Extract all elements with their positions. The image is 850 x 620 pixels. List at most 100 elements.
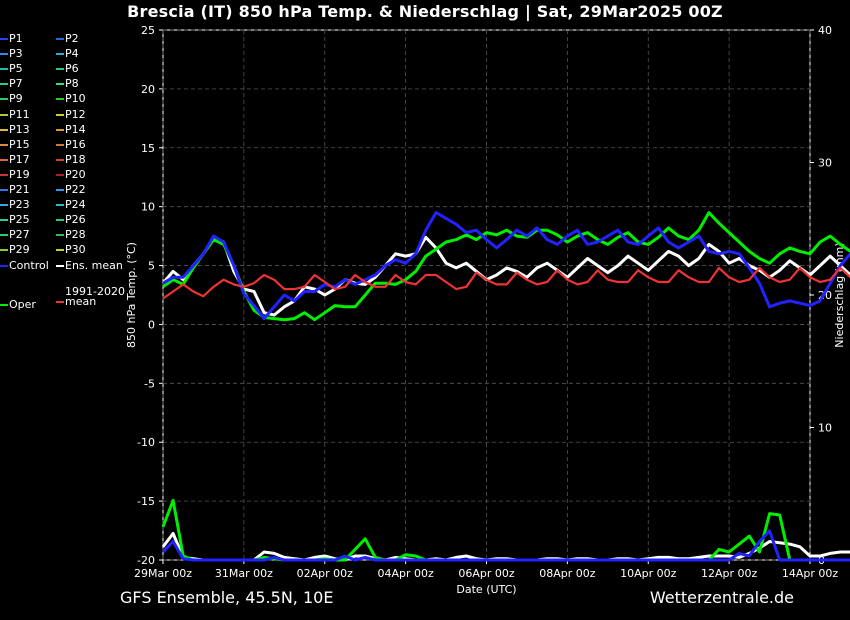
legend-label: P23 [9,198,30,212]
legend-swatch [0,249,8,252]
temp-line-1991-2020-mean [162,266,850,300]
legend-label: P6 [65,62,79,76]
legend-swatch [56,301,64,303]
legend-item: P18 [56,153,86,166]
legend-swatch [0,53,8,56]
y2-axis-label: Niederschlag (mm) [833,242,846,347]
legend-label: Oper [9,298,36,311]
legend-label: 1991-2020 mean [65,285,125,308]
y-tick-label: 0 [148,318,155,331]
legend-swatch [0,83,8,86]
legend-label: P14 [65,122,86,136]
legend-item: P6 [56,62,79,75]
legend-label: P18 [65,152,86,166]
legend-item: P28 [56,228,86,241]
y-tick-label: 5 [148,260,155,273]
x-tick-label: 08Apr 00z [539,567,596,580]
legend-item: P25 [0,213,30,226]
legend-swatch [0,128,8,131]
legend-item: Ens. mean [56,259,123,272]
chart-title: Brescia (IT) 850 hPa Temp. & Niederschla… [127,2,723,21]
legend-label: P20 [65,167,86,181]
legend-item: P26 [56,213,86,226]
legend-swatch [56,113,64,116]
legend-label: P13 [9,122,30,136]
y-tick-label: -20 [137,554,155,567]
legend-label: P11 [9,107,30,121]
y-tick-label: -5 [144,377,155,390]
y-tick-label: -15 [137,495,155,508]
legend-swatch [56,189,64,191]
legend-item: P7 [0,77,23,90]
legend-swatch [0,158,8,161]
x-tick-label: 14Apr 00z [782,567,839,580]
legend-label: P9 [9,92,23,106]
x-tick-label: 10Apr 00z [620,567,677,580]
legend-item: P29 [0,243,30,256]
legend-item: P2 [56,32,79,45]
legend-label: P28 [65,228,86,242]
legend-swatch [0,98,8,101]
legend-label: P17 [9,152,30,166]
legend-item: P14 [56,123,86,136]
legend-label: P25 [9,213,30,227]
legend-swatch [56,98,64,101]
legend-label: P19 [9,167,30,181]
legend-swatch [0,264,8,267]
temp-line-oper [162,211,850,322]
legend-item: P12 [56,108,86,121]
legend-label: Control [9,258,49,272]
legend-label: P27 [9,228,30,242]
legend-swatch [56,249,64,252]
legend-label: P30 [65,243,86,257]
precip-line-control [161,529,850,562]
x-tick-label: 06Apr 00z [458,567,515,580]
legend-item: P10 [56,92,86,105]
legend-item: P20 [56,168,86,181]
x-tick-label: 31Mar 00z [215,567,273,580]
legend-label: P4 [65,47,79,61]
legend-item: P5 [0,62,23,75]
legend-swatch [0,304,8,306]
legend-item: P4 [56,47,79,60]
legend-label: P10 [65,92,86,106]
legend-swatch [0,234,8,237]
x-axis-label: Date (UTC) [456,583,516,596]
legend-swatch [56,83,64,86]
temp-line-control [162,211,850,321]
legend-swatch [0,173,8,176]
legend-swatch [56,128,64,131]
legend-label: P3 [9,47,23,61]
legend-swatch [56,234,64,237]
legend-item: P22 [56,183,86,196]
legend-swatch [0,68,8,71]
legend-label: P1 [9,32,23,45]
x-tick-label: 12Apr 00z [701,567,758,580]
legend-swatch [56,53,64,56]
legend-swatch [56,38,64,40]
legend-item: P11 [0,108,30,121]
legend-item: P1 [0,32,23,45]
legend-label: P21 [9,183,30,196]
legend-swatch [56,143,64,146]
legend-label: P26 [65,213,86,227]
legend-swatch [0,38,8,40]
legend-swatch [0,113,8,116]
legend-item: Control [0,259,49,272]
legend-item: P3 [0,47,23,60]
y-tick-label: 10 [141,201,155,214]
y-axis-label: 850 hPa Temp. (°C) [125,242,138,348]
legend-label: P12 [65,107,86,121]
legend-swatch [56,68,64,71]
y-tick-label: 15 [141,142,155,155]
legend-swatch [0,189,8,191]
legend-swatch [56,173,64,176]
legend-item: P27 [0,228,30,241]
legend-item: P30 [56,243,86,256]
legend-swatch [0,219,8,222]
legend-label: P15 [9,137,30,151]
site-credit: Wetterzentrale.de [649,588,794,607]
legend-swatch [56,204,64,207]
legend-swatch [0,143,8,146]
